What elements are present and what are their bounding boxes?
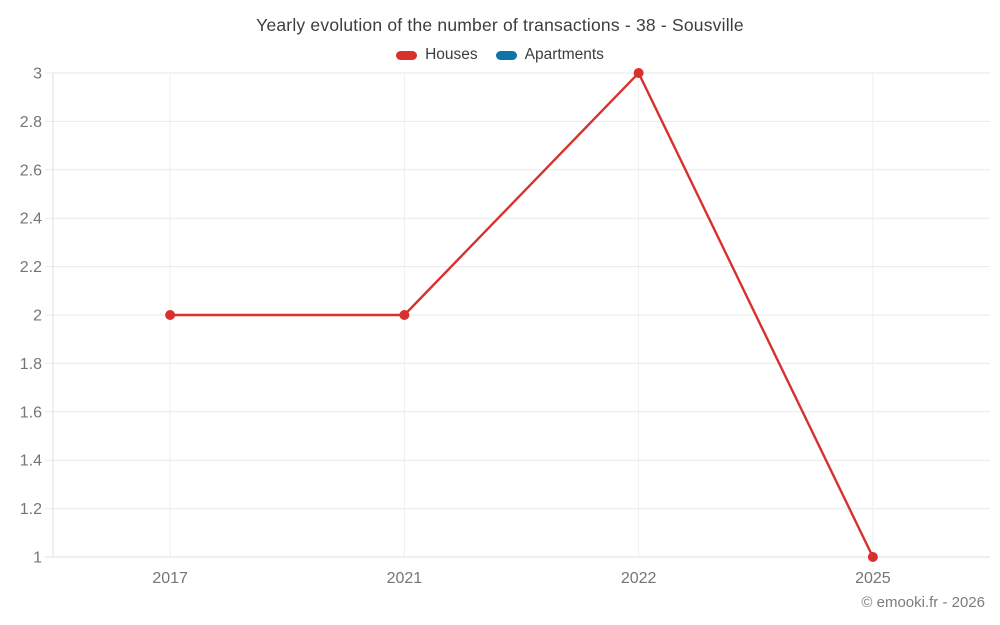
copyright: © emooki.fr - 2026	[861, 594, 985, 611]
houses-swatch-icon	[396, 50, 418, 60]
houses-data-point[interactable]	[867, 552, 878, 562]
legend-item-houses[interactable]: Houses	[396, 46, 478, 64]
houses-line	[168, 71, 875, 559]
y-axis-tick-label: 1.4	[20, 453, 42, 470]
legend-label-houses: Houses	[425, 46, 478, 63]
legend: Houses Apartments	[0, 46, 1000, 64]
y-axis-tick-label: 2.6	[20, 162, 42, 179]
x-axis-tick-label: 2017	[152, 570, 188, 587]
y-axis-tick-label: 3	[33, 66, 42, 83]
houses-data-point[interactable]	[633, 68, 644, 78]
y-axis-tick-label: 1.8	[20, 356, 42, 373]
y-axis-tick-label: 1	[33, 550, 42, 567]
x-axis-tick-label: 2021	[387, 570, 423, 587]
y-axis-tick-label: 2.4	[20, 211, 42, 228]
y-axis-tick-label: 2.2	[20, 259, 42, 276]
x-axis-tick-label: 2025	[855, 570, 891, 587]
y-axis-tick-label: 2	[33, 308, 42, 325]
houses-data-point[interactable]	[399, 310, 410, 320]
chart-title: Yearly evolution of the number of transa…	[256, 15, 744, 35]
legend-label-apartments: Apartments	[524, 46, 604, 63]
y-axis-tick-label: 1.6	[20, 404, 42, 421]
y-axis-tick-label: 1.2	[20, 501, 42, 518]
x-axis-tick-label: 2022	[621, 570, 657, 587]
apartments-swatch-icon	[495, 50, 517, 60]
houses-data-point[interactable]	[165, 310, 176, 320]
y-axis-tick-label: 2.8	[20, 114, 42, 131]
legend-item-apartments[interactable]: Apartments	[495, 46, 604, 64]
